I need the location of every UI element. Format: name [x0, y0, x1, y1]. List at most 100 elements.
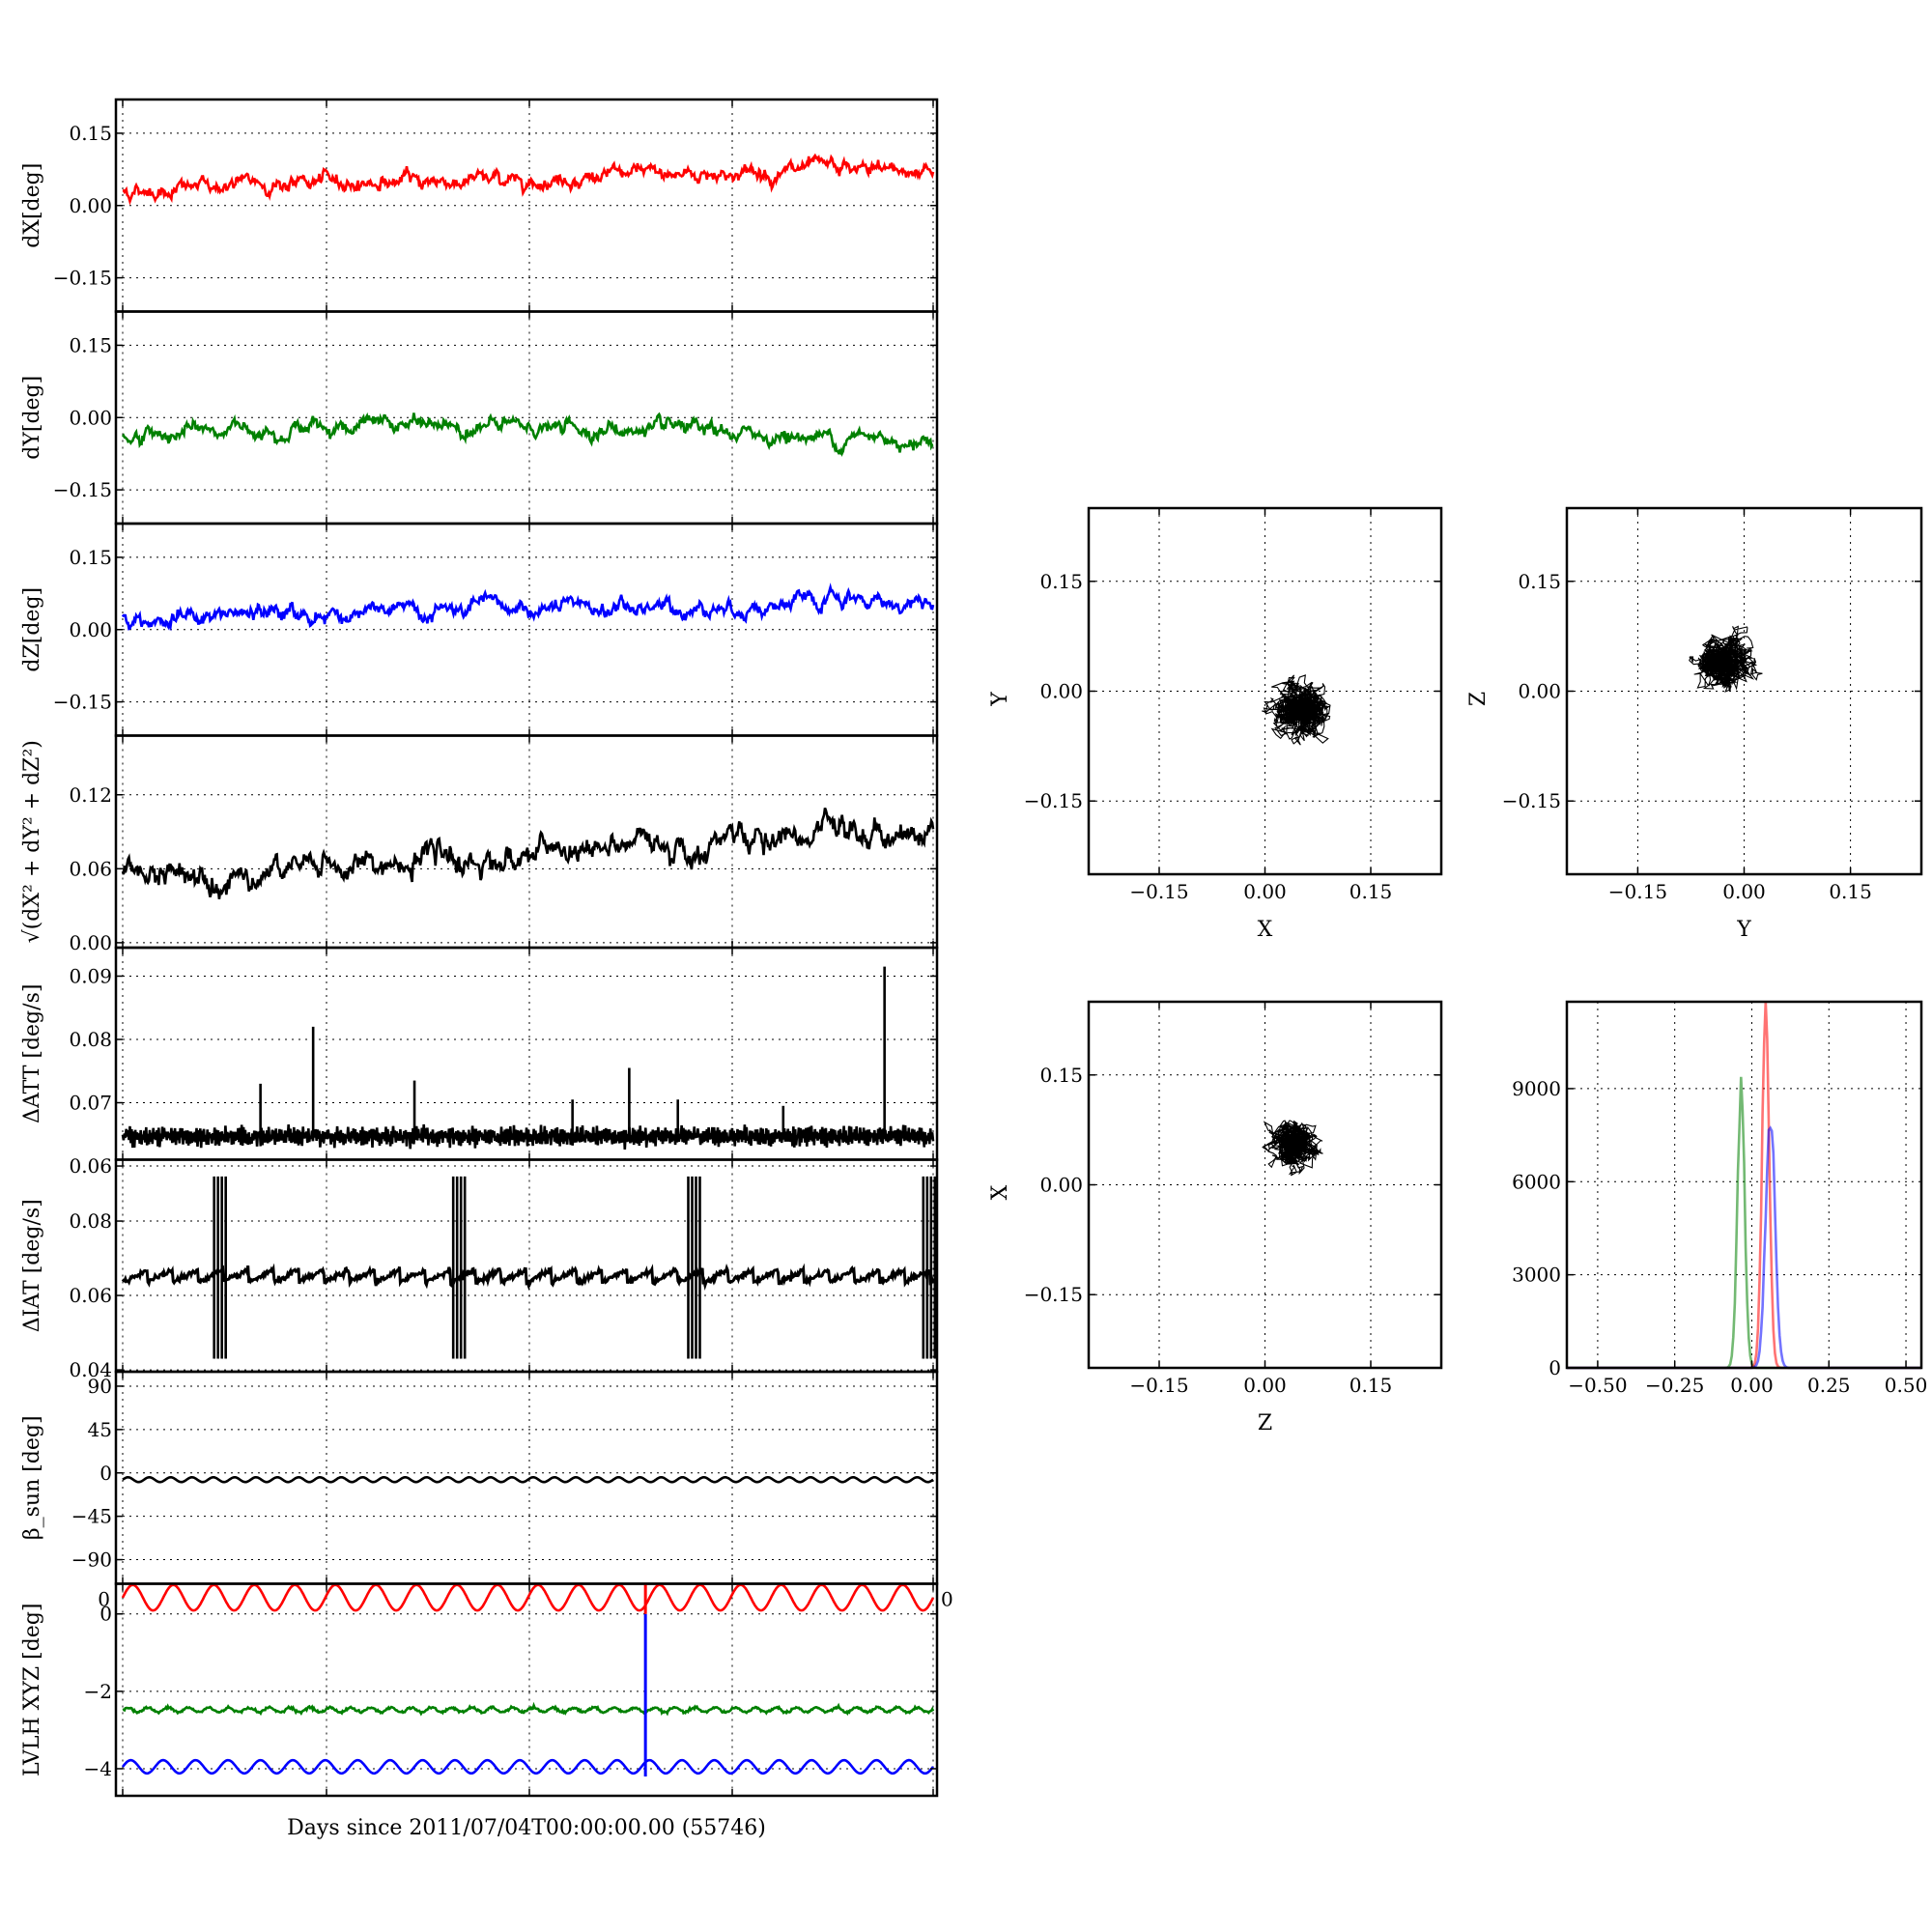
y-tick-label: 0.00: [69, 618, 112, 641]
y-tick-label: 0.00: [69, 931, 112, 954]
y-tick-label: 0.12: [69, 783, 112, 807]
y-tick-label: 0.09: [69, 964, 112, 987]
trajectory-xy: [1262, 674, 1331, 746]
y-tick-label: 0.07: [69, 1092, 112, 1115]
y-axis-label: ΔATT [deg/s]: [20, 984, 44, 1123]
panel-datt: 0.09 0.08 0.07 0.06 ΔATT [deg/s]: [20, 946, 939, 1178]
hist-line-y: [1567, 1076, 1921, 1370]
x-axis-label: X: [1258, 918, 1273, 942]
panel-dtot: 0.12 0.06 0.00 √(dX² + dY² + dZ²): [20, 734, 939, 954]
y-axis-label: X: [988, 1184, 1012, 1200]
panel-xy: −0.15 0.00 0.15 0.15 0.00 −0.15 X Y: [988, 506, 1443, 942]
y-tick-label: −4: [84, 1757, 112, 1780]
y-tick-label: 0.06: [69, 1154, 112, 1178]
x-axis-label: Y: [1736, 918, 1751, 942]
x-tick-label: 0.50: [1885, 1374, 1928, 1397]
y-axis-label: dX[deg]: [20, 163, 44, 248]
y-axis-label: √(dX² + dY² + dZ²): [20, 740, 44, 943]
series-line-datt: [121, 1123, 935, 1150]
panel-zx: −0.15 0.00 0.15 0.15 0.00 −0.15 Z X: [988, 1000, 1443, 1435]
panel-dz: 0.15 0.00 −0.15 dZ[deg]: [20, 522, 939, 737]
edge-label: 0: [941, 1588, 953, 1611]
y-tick-label: 0.06: [69, 1284, 112, 1307]
x-tick-label: −0.15: [1129, 1374, 1188, 1397]
x-tick-label: 0.00: [1722, 880, 1766, 903]
panel-beta: 90 45 0 −45 −90 β_sun [deg]: [20, 1370, 939, 1585]
y-tick-label: −90: [71, 1548, 112, 1572]
y-tick-label: 0: [99, 1603, 112, 1626]
y-tick-label: −0.15: [53, 478, 112, 501]
trajectory-zx: [1262, 1120, 1323, 1177]
y-tick-label: 90: [88, 1375, 112, 1398]
x-tick-label: 0.25: [1807, 1374, 1851, 1397]
y-axis-label: dZ[deg]: [20, 587, 44, 672]
y-tick-label: 0.00: [69, 406, 112, 429]
y-tick-label: −0.15: [53, 691, 112, 714]
panel-hist: −0.50 −0.25 0.00 0.25 0.50 9000 6000 3000 0: [1512, 1000, 1928, 1397]
x-tick-label: 0.15: [1350, 880, 1393, 903]
series-line-diat: [121, 1263, 935, 1292]
series-line-dtot: [121, 807, 935, 899]
y-axis-label: β_sun [deg]: [20, 1415, 44, 1540]
axes-frame: [114, 1158, 939, 1374]
y-axis-label: Y: [988, 692, 1012, 707]
axes-frame: [114, 1582, 939, 1798]
y-tick-label: −0.15: [1024, 789, 1083, 812]
y-tick-label: −0.15: [53, 267, 112, 290]
series-line-beta-k: [122, 1476, 934, 1484]
axes-frame: [114, 734, 939, 950]
y-tick-label: 9000: [1512, 1077, 1561, 1100]
x-tick-label: −0.15: [1129, 880, 1188, 903]
y-axis-label: Z: [1466, 692, 1491, 706]
y-tick-label: 0.04: [69, 1358, 112, 1381]
y-tick-label: 0.00: [1518, 680, 1561, 703]
y-axis-label: LVLH XYZ [deg]: [20, 1604, 44, 1777]
panel-dy: 0.15 0.00 −0.15 dY[deg]: [20, 310, 939, 526]
series-line-dx: [122, 153, 935, 206]
x-tick-label: −0.50: [1568, 1374, 1627, 1397]
x-tick-label: −0.15: [1608, 880, 1667, 903]
y-tick-label: −2: [84, 1680, 112, 1703]
y-tick-label: 0.00: [1039, 1174, 1083, 1197]
y-axis-label: ΔIAT [deg/s]: [20, 1199, 44, 1332]
panel-yz: −0.15 0.00 0.15 0.15 0.00 −0.15 Y Z: [1466, 506, 1923, 942]
y-tick-label: 0.08: [69, 1028, 112, 1051]
y-tick-label: 0.00: [1039, 680, 1083, 703]
y-tick-label: 45: [88, 1418, 112, 1441]
y-tick-label: 0.08: [69, 1209, 112, 1233]
x-tick-label: 0.15: [1829, 880, 1872, 903]
series-line-lvlh-z: [121, 1758, 935, 1776]
x-tick-label: 0.15: [1350, 1374, 1393, 1397]
x-axis-label: Days since 2011/07/04T00:00:00.00 (55746…: [287, 1816, 766, 1840]
y-tick-label: 0: [1548, 1356, 1561, 1379]
series-line-lvlh-x: [121, 1583, 935, 1612]
series-line-dy: [121, 412, 934, 457]
y-tick-label: 0.00: [69, 194, 112, 217]
y-tick-label: 0.15: [1039, 570, 1083, 593]
trajectory-yz: [1689, 625, 1763, 693]
y-tick-label: 0: [99, 1462, 112, 1485]
panel-dx: 0.15 0.00 −0.15 dX[deg]: [20, 98, 939, 313]
y-tick-label: 0.15: [1039, 1064, 1083, 1087]
y-tick-label: 0.15: [69, 333, 112, 356]
x-tick-label: 0.00: [1730, 1374, 1774, 1397]
series-line-lvlh-y: [122, 1701, 935, 1717]
series-line-dz: [121, 582, 935, 632]
y-tick-label: 6000: [1512, 1170, 1561, 1193]
x-axis-label: Z: [1258, 1411, 1272, 1435]
y-tick-label: −0.15: [1502, 789, 1561, 812]
axes-frame: [1565, 1000, 1923, 1370]
x-tick-label: −0.25: [1645, 1374, 1704, 1397]
y-tick-label: 0.06: [69, 857, 112, 880]
y-tick-label: 0.15: [69, 122, 112, 145]
y-tick-label: 0.15: [1518, 570, 1561, 593]
edge-label: 0: [98, 1588, 110, 1611]
x-tick-label: 0.00: [1243, 880, 1287, 903]
y-tick-label: 3000: [1512, 1264, 1561, 1287]
y-tick-label: 0.15: [69, 546, 112, 569]
y-tick-label: −45: [71, 1505, 112, 1528]
x-tick-label: 0.00: [1243, 1374, 1287, 1397]
y-tick-label: −0.15: [1024, 1283, 1083, 1306]
